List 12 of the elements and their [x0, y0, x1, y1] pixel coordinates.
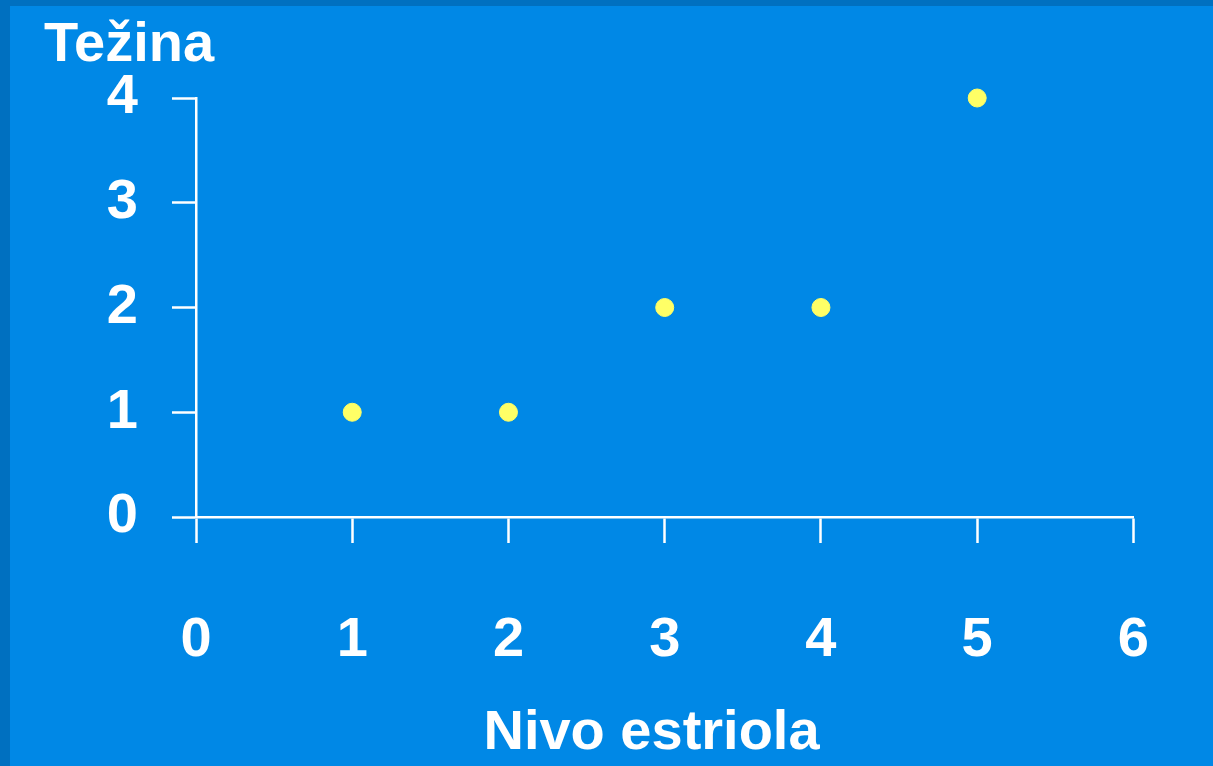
x-tick-label: 1 [336, 605, 368, 669]
x-tick-label: 6 [1117, 605, 1150, 669]
x-tick-label: 5 [961, 605, 993, 669]
x-tick-label: 0 [180, 605, 212, 669]
y-tick-label: 2 [106, 271, 138, 335]
x-tick-label: 4 [805, 605, 837, 669]
y-tick-label: 0 [106, 481, 138, 545]
x-axis-title: Nivo estriola [482, 698, 821, 761]
x-tick-label: 2 [492, 605, 525, 669]
y-tick-label: 3 [106, 167, 138, 231]
x-tick-label: 3 [649, 605, 681, 669]
y-tick-label: 1 [106, 376, 138, 440]
